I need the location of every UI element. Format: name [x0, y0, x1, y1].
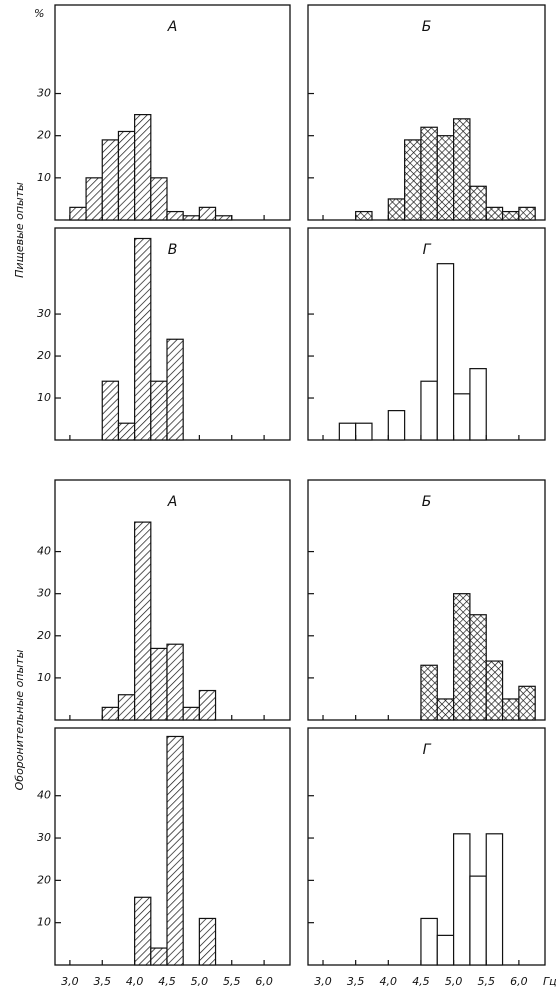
y-tick-label: 40	[37, 789, 51, 802]
y-tick-label: 30	[37, 87, 51, 100]
bar	[469, 368, 487, 441]
bar	[166, 643, 184, 721]
bar	[134, 237, 152, 441]
bar	[501, 698, 520, 721]
y-tick-label: 40	[37, 545, 51, 558]
group-label: Пищевые опыты	[13, 182, 26, 278]
bar	[518, 685, 536, 721]
panel-title: Б	[422, 19, 432, 35]
bar	[436, 135, 455, 221]
x-tick-label: 5,5	[477, 975, 495, 988]
bar	[182, 215, 200, 221]
x-tick-label: 5,0	[445, 975, 463, 988]
panel-title: А	[167, 494, 178, 510]
bar	[166, 338, 184, 441]
bar	[469, 185, 487, 221]
bar	[150, 947, 168, 966]
panel-title: В	[168, 242, 178, 258]
bar	[436, 934, 455, 966]
bar	[198, 917, 217, 966]
x-tick-label: 4,5	[158, 975, 176, 988]
bar	[150, 380, 168, 441]
x-tick-label: 4,0	[380, 975, 398, 988]
bar	[404, 139, 422, 221]
bar	[117, 130, 136, 221]
bar	[198, 689, 217, 721]
bar	[420, 380, 438, 441]
y-unit: %	[34, 7, 44, 20]
bar	[387, 198, 406, 221]
bar	[101, 139, 120, 221]
bar	[485, 833, 504, 966]
x-tick-label: 3,5	[347, 975, 365, 988]
panel-title: А	[167, 19, 178, 35]
bar	[420, 917, 438, 966]
x-tick-label: 5,0	[191, 975, 209, 988]
bar	[355, 210, 373, 221]
y-tick-label: 20	[37, 129, 51, 142]
bar	[452, 593, 471, 721]
y-tick-label: 10	[37, 391, 51, 404]
bar	[198, 206, 217, 221]
bar	[117, 694, 136, 721]
bar	[117, 422, 136, 441]
bar	[469, 875, 487, 966]
x-tick-label: 3,0	[61, 975, 79, 988]
panel-title: Г	[423, 742, 432, 758]
bar	[166, 210, 184, 221]
y-tick-label: 30	[37, 587, 51, 600]
bar	[387, 410, 406, 441]
panel-title: Г	[423, 242, 432, 258]
bar	[436, 263, 455, 441]
x-tick-label: 3,5	[94, 975, 112, 988]
bar	[150, 177, 168, 221]
bar	[134, 521, 152, 721]
bar	[101, 380, 120, 441]
y-tick-label: 30	[37, 831, 51, 844]
bar	[452, 118, 471, 221]
x-tick-label: 4,0	[126, 975, 144, 988]
bar	[485, 206, 504, 221]
group-label: Оборонительные опыты	[13, 649, 26, 790]
bar	[214, 215, 233, 221]
bar	[355, 422, 373, 441]
bar	[182, 706, 200, 721]
bar	[69, 206, 87, 221]
y-tick-label: 10	[37, 171, 51, 184]
x-tick-label: 4,5	[412, 975, 430, 988]
x-tick-label: 3,0	[314, 975, 332, 988]
bar	[452, 833, 471, 966]
bar	[420, 664, 438, 721]
bar	[420, 126, 438, 221]
bar	[166, 735, 184, 966]
bar	[518, 206, 536, 221]
bar	[452, 393, 471, 441]
y-tick-label: 10	[37, 671, 51, 684]
x-tick-label: 6,0	[510, 975, 528, 988]
panel-title: Б	[422, 494, 432, 510]
bar	[150, 647, 168, 721]
bar	[469, 614, 487, 721]
bar	[436, 698, 455, 721]
y-tick-label: 20	[37, 349, 51, 362]
bar	[338, 422, 357, 441]
y-tick-label: 30	[37, 307, 51, 320]
x-tick-label: 6,0	[255, 975, 273, 988]
y-tick-label: 20	[37, 629, 51, 642]
bar	[85, 177, 103, 221]
x-unit: Гц	[543, 975, 557, 988]
y-tick-label: 20	[37, 873, 51, 886]
bar	[101, 706, 120, 721]
bar	[134, 896, 152, 966]
bar	[501, 210, 520, 221]
x-tick-label: 5,5	[223, 975, 241, 988]
bar	[134, 114, 152, 221]
y-tick-label: 10	[37, 916, 51, 929]
bar	[485, 660, 504, 721]
